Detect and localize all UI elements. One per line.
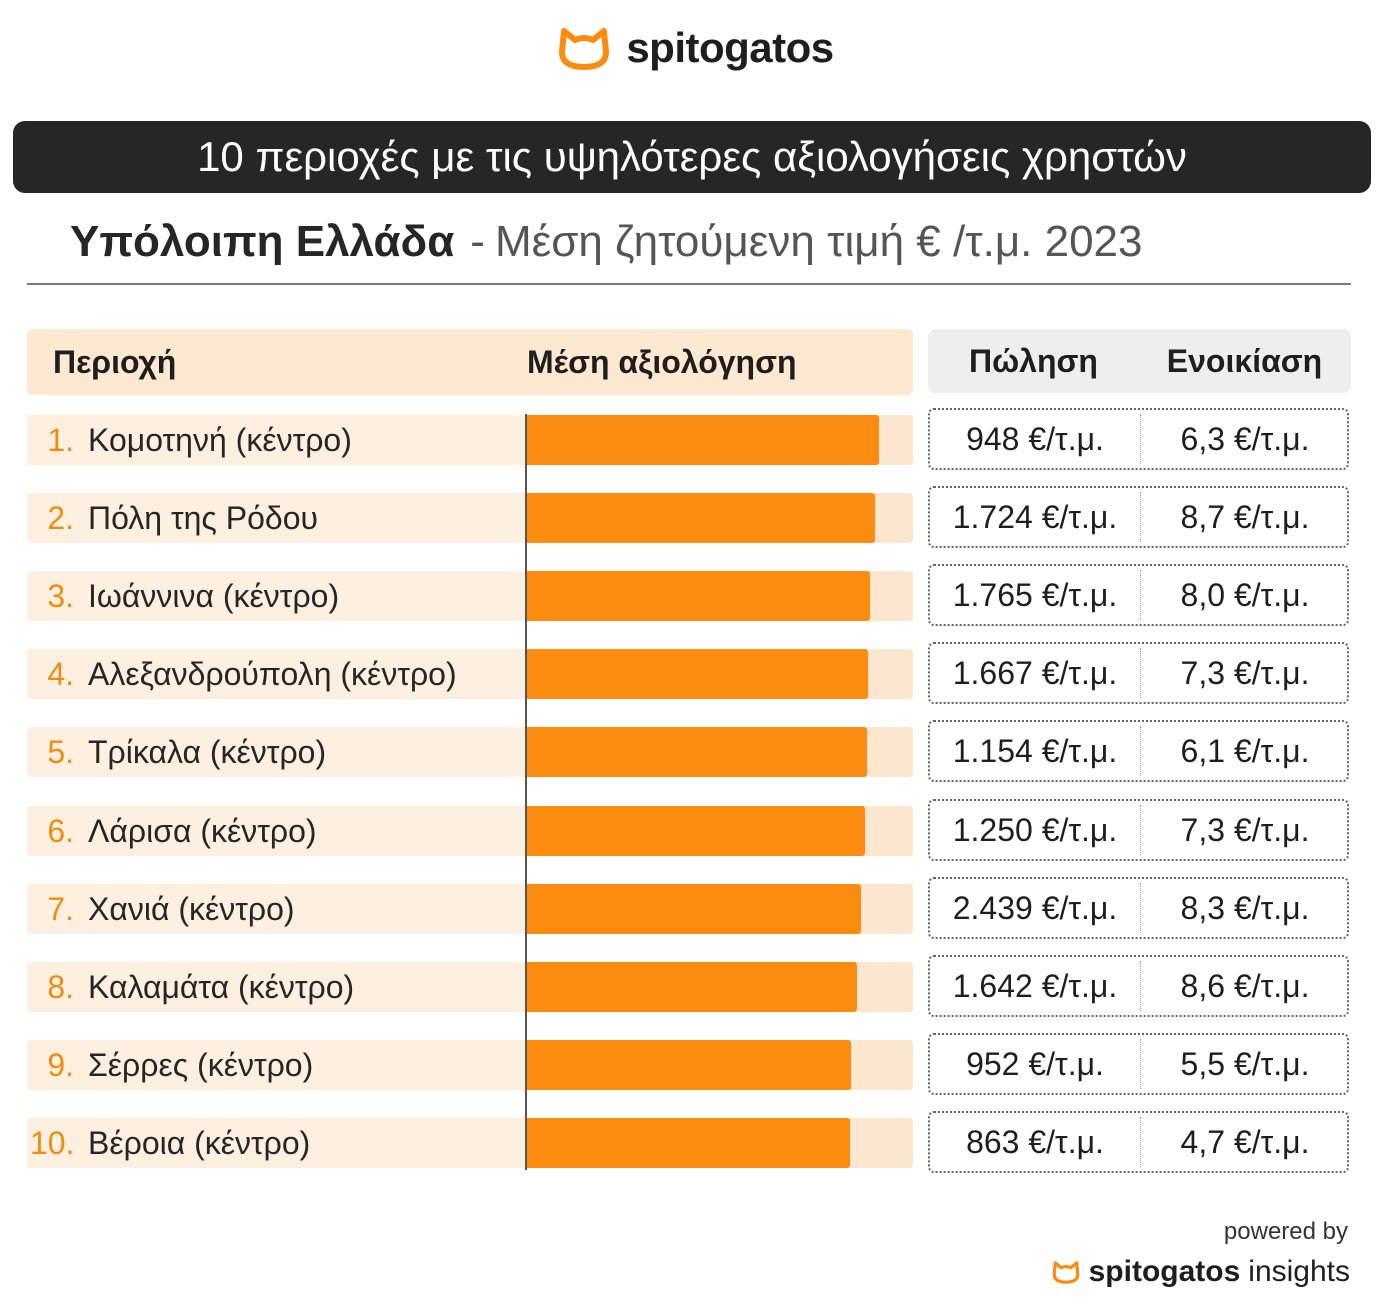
row-area-name: Αλεξανδρούπολη (κέντρο)	[88, 656, 457, 692]
row-area-name: Ιωάννινα (κέντρο)	[88, 578, 340, 614]
row-area-name: Καλαμάτα (κέντρο)	[88, 969, 355, 1005]
rent-price: 8,0 €/τ.μ.	[1180, 577, 1310, 613]
sale-price: 1.250 €/τ.μ.	[952, 812, 1118, 848]
rent-price: 6,1 €/τ.μ.	[1180, 733, 1310, 769]
footer-brand-name: spitogatos	[1088, 1255, 1241, 1288]
row-area-name: Πόλη της Ρόδου	[88, 500, 318, 536]
row-rank: 9.	[47, 1047, 74, 1083]
row-rank: 7.	[47, 891, 74, 927]
price-divider	[1140, 570, 1142, 620]
table-header-left: Περιοχή Μέση αξιολόγηση	[27, 329, 913, 395]
sale-price: 1.765 €/τ.μ.	[952, 577, 1118, 613]
rating-bar	[527, 1118, 850, 1168]
price-row: 1.765 €/τ.μ. 8,0 €/τ.μ.	[928, 564, 1349, 626]
rent-price: 8,3 €/τ.μ.	[1180, 890, 1310, 926]
row-area-name: Χανιά (κέντρο)	[88, 891, 295, 927]
column-header-rent: Ενοικίαση	[1166, 343, 1323, 379]
brand-logo: spitogatos	[0, 18, 1390, 78]
rating-bar	[527, 727, 867, 777]
subtitle-region: Υπόλοιπη Ελλάδα	[70, 217, 455, 266]
page-title: 10 περιοχές με τις υψηλότερες αξιολογήσε…	[13, 121, 1371, 193]
rating-bar	[527, 493, 875, 543]
price-divider	[1140, 492, 1142, 542]
row-area-name: Βέροια (κέντρο)	[88, 1125, 311, 1161]
price-row: 1.154 €/τ.μ. 6,1 €/τ.μ.	[928, 720, 1349, 782]
row-rank: 10.	[30, 1125, 75, 1161]
rating-bar	[527, 884, 861, 934]
price-divider	[1140, 1117, 1142, 1167]
rent-price: 5,5 €/τ.μ.	[1180, 1046, 1310, 1082]
row-area-name: Λάρισα (κέντρο)	[88, 813, 317, 849]
price-row: 1.250 €/τ.μ. 7,3 €/τ.μ.	[928, 799, 1349, 861]
price-row: 2.439 €/τ.μ. 8,3 €/τ.μ.	[928, 877, 1349, 939]
row-rank: 6.	[47, 813, 74, 849]
cat-head-icon	[559, 28, 610, 70]
price-divider	[1140, 726, 1142, 776]
footer-brand-suffix: insights	[1248, 1255, 1350, 1288]
subtitle: Υπόλοιπη Ελλάδα - Μέση ζητούμενη τιμή € …	[70, 210, 1143, 274]
sale-price: 1.667 €/τ.μ.	[952, 655, 1118, 691]
price-row: 1.724 €/τ.μ. 8,7 €/τ.μ.	[928, 486, 1349, 548]
price-row: 952 €/τ.μ. 5,5 €/τ.μ.	[928, 1033, 1349, 1095]
rating-bar	[527, 415, 879, 465]
sale-price: 1.724 €/τ.μ.	[952, 499, 1118, 535]
price-divider	[1140, 805, 1142, 855]
row-rank: 2.	[47, 500, 74, 536]
chart-axis-line	[525, 414, 527, 1170]
rating-bar	[527, 571, 870, 621]
row-rank: 5.	[47, 734, 74, 770]
price-divider	[1140, 883, 1142, 933]
rating-bar	[527, 1040, 851, 1090]
cat-head-icon	[1052, 1261, 1080, 1284]
rent-price: 6,3 €/τ.μ.	[1180, 421, 1310, 457]
sale-price: 863 €/τ.μ.	[966, 1124, 1104, 1160]
price-row: 1.642 €/τ.μ. 8,6 €/τ.μ.	[928, 955, 1349, 1017]
sale-price: 948 €/τ.μ.	[966, 421, 1104, 457]
price-divider	[1140, 648, 1142, 698]
subtitle-separator: -	[470, 217, 485, 266]
row-rank: 8.	[47, 969, 74, 1005]
column-header-sale: Πώληση	[969, 343, 1098, 379]
row-area-name: Τρίκαλα (κέντρο)	[88, 734, 327, 770]
table-header-prices: Πώληση Ενοικίαση	[928, 329, 1351, 393]
price-row: 1.667 €/τ.μ. 7,3 €/τ.μ.	[928, 642, 1349, 704]
row-rank: 1.	[47, 422, 74, 458]
sale-price: 1.642 €/τ.μ.	[952, 968, 1118, 1004]
price-row: 948 €/τ.μ. 6,3 €/τ.μ.	[928, 408, 1349, 470]
rent-price: 8,6 €/τ.μ.	[1180, 968, 1310, 1004]
price-row: 863 €/τ.μ. 4,7 €/τ.μ.	[928, 1111, 1349, 1173]
rent-price: 4,7 €/τ.μ.	[1180, 1124, 1310, 1160]
sale-price: 1.154 €/τ.μ.	[952, 733, 1118, 769]
column-header-area: Περιοχή	[53, 344, 177, 380]
rent-price: 7,3 €/τ.μ.	[1180, 655, 1310, 691]
sale-price: 952 €/τ.μ.	[966, 1046, 1104, 1082]
row-rank: 3.	[47, 578, 74, 614]
sale-price: 2.439 €/τ.μ.	[952, 890, 1118, 926]
rent-price: 8,7 €/τ.μ.	[1180, 499, 1310, 535]
rating-bar	[527, 649, 868, 699]
price-divider	[1140, 961, 1142, 1011]
row-area-name: Σέρρες (κέντρο)	[88, 1047, 314, 1083]
rating-bar	[527, 806, 865, 856]
rating-bar	[527, 962, 857, 1012]
divider	[27, 283, 1351, 285]
price-divider	[1140, 414, 1142, 464]
row-area-name: Κομοτηνή (κέντρο)	[88, 422, 352, 458]
rent-price: 7,3 €/τ.μ.	[1180, 812, 1310, 848]
price-divider	[1140, 1039, 1142, 1089]
footer-logo: spitogatos insights	[1051, 1250, 1350, 1294]
column-header-rating: Μέση αξιολόγηση	[527, 344, 797, 380]
brand-name: spitogatos	[626, 24, 834, 71]
subtitle-metric: Μέση ζητούμενη τιμή € /τ.μ. 2023	[494, 217, 1143, 266]
row-rank: 4.	[47, 656, 74, 692]
powered-by-label: powered by	[1223, 1218, 1348, 1245]
